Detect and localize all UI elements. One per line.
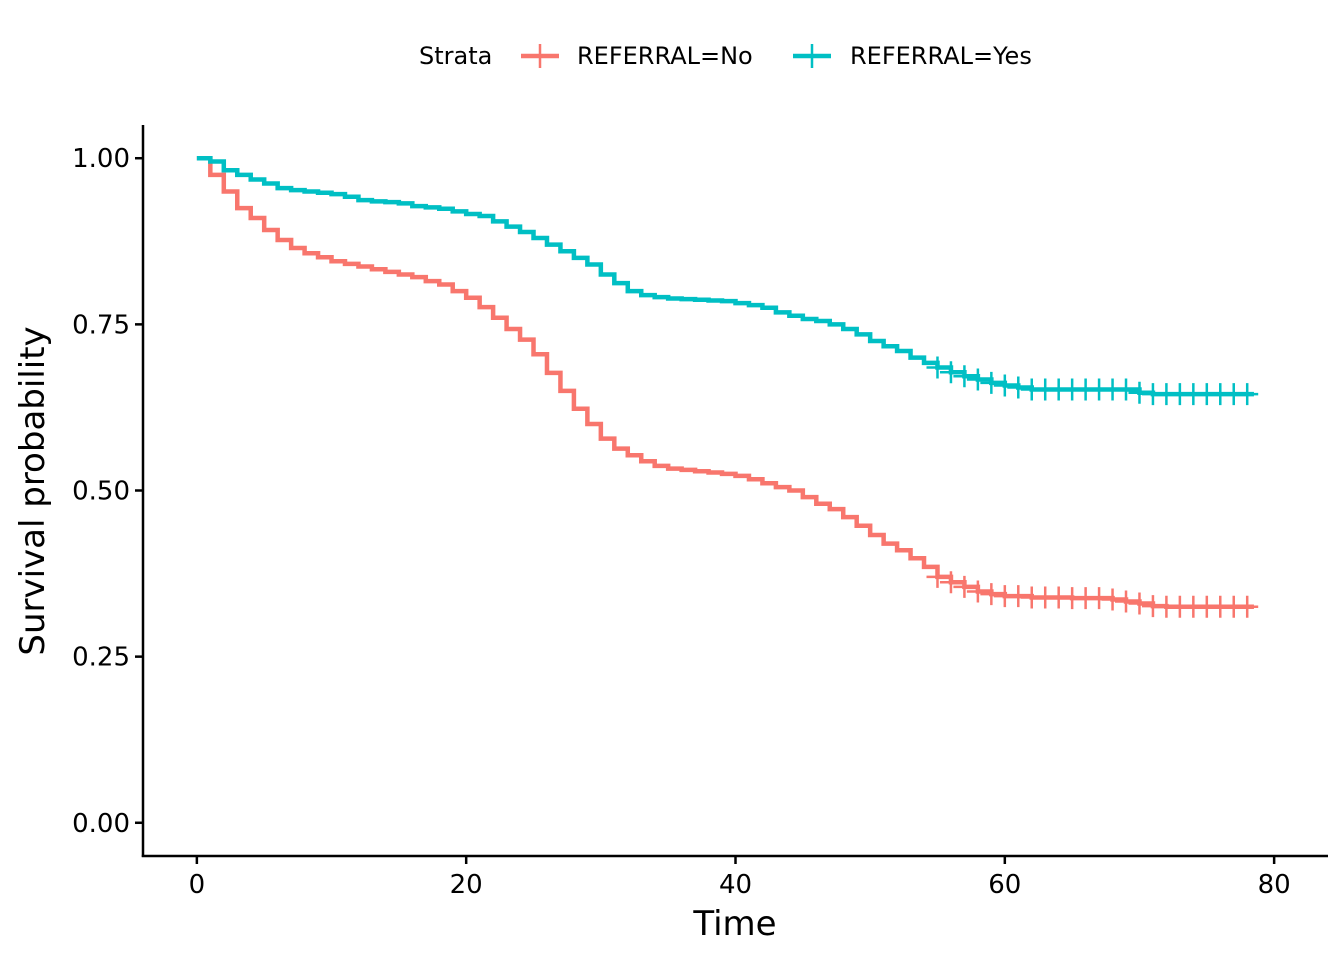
x-tick-label: 0 [189,870,206,900]
y-tick-label: 0.00 [72,809,130,839]
x-axis-title: Time [692,904,776,944]
censor-mark [980,371,1003,394]
survival-curve [196,155,1254,397]
censor-mark [1115,378,1138,401]
series-referral-no [196,155,1259,618]
censor-mark [1007,376,1030,399]
axes-layer [141,125,1328,858]
ticks-layer: 0 20 40 60 80 0.00 0.25 0.50 0.75 1.00 [72,144,1291,900]
censor-mark [966,580,989,603]
legend: Strata REFERRAL=No REFERRAL=Yes [419,42,1032,70]
censor-mark [926,565,949,588]
x-tick-label: 20 [450,870,483,900]
censor-mark [1088,587,1111,610]
censor-mark [1128,592,1151,615]
censor-mark [939,361,962,384]
censor-mark [966,368,989,391]
legend-key-cross [800,44,824,68]
x-tick-label: 40 [719,870,752,900]
censor-mark [1236,383,1259,406]
survival-curve [196,155,1254,610]
censor-mark [980,583,1003,606]
legend-title: Strata [419,42,492,70]
legend-entry-label: REFERRAL=Yes [850,42,1032,70]
y-tick-label: 0.50 [72,477,130,507]
censor-mark [953,575,976,598]
censor-mark [939,571,962,594]
censor-mark [1115,590,1138,613]
censor-mark [1128,381,1151,404]
x-tick-label: 60 [988,870,1021,900]
y-tick-label: 0.25 [72,643,130,673]
censor-mark [1007,585,1030,608]
censor-mark [926,356,949,379]
legend-entry-label: REFERRAL=No [577,42,753,70]
y-axis-title: Survival probability [13,326,53,655]
series-layer [196,155,1259,618]
legend-key-cross [528,44,552,68]
censor-mark [1236,595,1259,618]
y-tick-label: 1.00 [72,144,130,174]
censor-mark [993,374,1016,397]
x-tick-label: 80 [1258,870,1291,900]
censor-mark [953,365,976,388]
censor-mark [1101,588,1124,611]
y-tick-label: 0.75 [72,310,130,340]
series-referral-yes [196,155,1259,406]
